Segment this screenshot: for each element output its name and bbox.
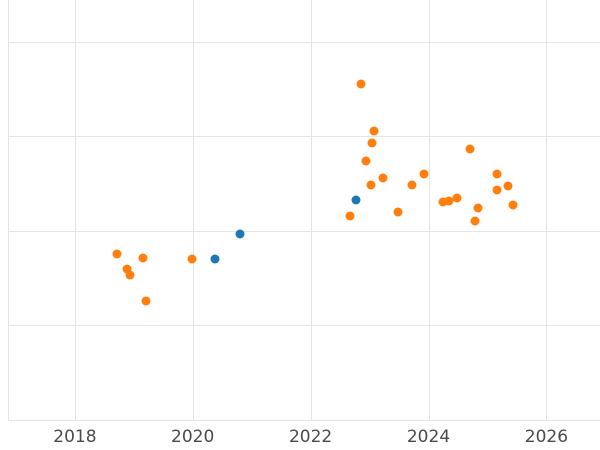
data-point-orange-series (407, 180, 417, 190)
data-point-orange-series (492, 185, 502, 195)
data-point-orange-series (438, 197, 448, 207)
gridline-horizontal (8, 230, 600, 232)
data-point-orange-series (138, 253, 148, 263)
gridline-vertical (192, 0, 194, 420)
data-point-orange-series (125, 270, 135, 280)
data-point-orange-series (369, 126, 379, 135)
data-point-orange-series (465, 144, 475, 154)
gridline-vertical (74, 0, 76, 420)
data-point-orange-series (367, 138, 377, 148)
data-point-orange-series (473, 203, 483, 213)
data-point-orange-series (393, 207, 403, 217)
gridline-horizontal (8, 41, 600, 43)
data-point-orange-series (187, 254, 197, 264)
axis-spine-left (8, 0, 9, 420)
data-point-orange-series (470, 216, 480, 226)
data-point-orange-series (356, 79, 366, 89)
data-point-orange-series (361, 156, 371, 166)
data-point-orange-series (345, 211, 355, 220)
gridline-horizontal (8, 325, 600, 327)
data-point-orange-series (444, 196, 454, 206)
data-point-orange-series (378, 173, 388, 183)
data-point-orange-series (122, 264, 132, 273)
x-tick-label: 2024 (406, 427, 451, 447)
data-point-orange-series (508, 200, 518, 210)
data-point-blue-series (210, 254, 220, 264)
data-point-orange-series (492, 169, 502, 179)
data-point-orange-series (452, 193, 462, 203)
data-point-orange-series (419, 169, 429, 179)
gridline-vertical (310, 0, 312, 420)
data-point-orange-series (141, 296, 151, 306)
data-point-blue-series (235, 229, 245, 238)
x-tick-label: 2022 (288, 427, 333, 447)
data-point-orange-series (112, 249, 122, 259)
data-point-blue-series (351, 195, 361, 205)
gridline-vertical (428, 0, 430, 420)
gridline-vertical (546, 0, 548, 420)
gridline-horizontal (8, 419, 600, 421)
data-point-orange-series (366, 180, 376, 190)
data-point-orange-series (503, 181, 513, 191)
x-tick-label: 2026 (524, 427, 569, 447)
gridline-horizontal (8, 136, 600, 138)
x-tick-label: 2018 (53, 427, 97, 447)
x-tick-label: 2020 (171, 427, 215, 447)
